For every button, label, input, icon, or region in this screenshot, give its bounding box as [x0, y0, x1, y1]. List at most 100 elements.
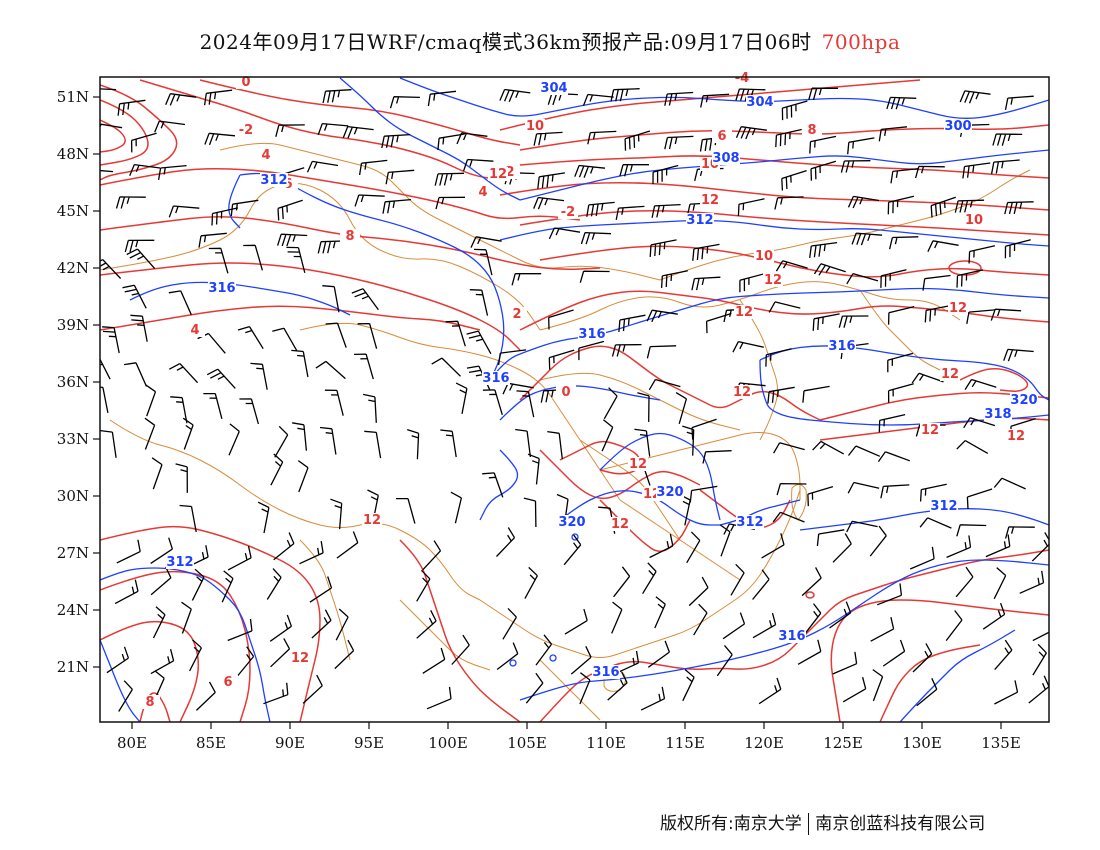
wind-barb: [150, 649, 175, 675]
wind-barb: [317, 122, 349, 136]
temperature-contour-label: -2: [239, 123, 253, 138]
wind-barb: [106, 646, 130, 674]
geopotential-isoline: [100, 639, 141, 722]
wind-barb: [809, 135, 837, 154]
wind-barb: [847, 195, 880, 209]
copyright-owner: 版权所有:南京大学: [660, 814, 802, 834]
temperature-label-bg: [802, 123, 822, 137]
temperature-contour-label: 12: [949, 301, 967, 316]
wind-barb: [548, 227, 581, 240]
wind-barb: [422, 540, 442, 571]
wind-barb: [781, 100, 808, 121]
geopotential-contour-label: 312: [166, 555, 193, 570]
wind-barb: [239, 398, 260, 425]
wind-barb: [435, 196, 466, 210]
lat-tick-label: 36N: [57, 373, 89, 391]
wind-barb: [613, 566, 631, 598]
temperature-isotherm: [519, 209, 1049, 236]
geopotential-isoline: [519, 149, 1049, 201]
wind-barb: [126, 248, 156, 270]
temperature-contour-label: 12: [733, 385, 751, 400]
wind-barb: [227, 545, 252, 571]
wind-barb: [270, 638, 291, 668]
wind-barb: [291, 349, 309, 378]
wind-barb: [168, 205, 200, 218]
geopotential-contour-label: 320: [656, 485, 683, 500]
wind-barb: [966, 309, 995, 325]
wind-barb: [808, 87, 839, 100]
wind-barb: [772, 511, 805, 523]
wind-barb: [263, 682, 289, 705]
lon-tick-label: 135E: [981, 734, 1021, 752]
temperature-isotherm: [539, 245, 1049, 278]
geopotential-contour-label: 316: [828, 339, 855, 354]
wind-barb: [603, 387, 618, 420]
wind-barb: [426, 686, 452, 710]
wind-barb: [117, 99, 146, 116]
wind-barb: [570, 646, 592, 675]
temperature-isotherm: [879, 644, 981, 722]
wind-barb: [682, 425, 695, 456]
wind-barb: [204, 132, 236, 146]
wind-barb: [499, 88, 531, 103]
wind-barb: [705, 312, 732, 334]
wind-barb: [496, 527, 516, 557]
temperature-label-bg: [763, 273, 783, 287]
geopotential-contour-label: 316: [482, 371, 509, 386]
wind-barb: [129, 163, 161, 176]
border-line: [599, 432, 801, 500]
wind-barb: [322, 89, 352, 104]
border-line: [100, 182, 541, 331]
wind-barb: [548, 349, 575, 370]
temperature-isotherm: [519, 290, 1049, 331]
copyright-separator: [807, 813, 810, 835]
wind-barb: [846, 520, 878, 533]
wind-barb: [357, 322, 378, 349]
wind-barb: [416, 610, 437, 639]
wind-barb: [611, 343, 642, 357]
wind-barb: [730, 563, 745, 596]
wind-barb: [610, 88, 640, 102]
wind-barb: [1003, 348, 1034, 362]
wind-barb: [877, 451, 911, 462]
lon-tick-label: 130E: [902, 734, 942, 752]
temperature-contour-label: 12: [735, 305, 753, 320]
temperature-label-bg: [473, 185, 493, 199]
height-label-bg: [578, 327, 606, 341]
temperature-isotherm: [830, 599, 1049, 722]
wind-barb: [888, 236, 919, 250]
wind-barb: [276, 233, 308, 247]
wind-barb: [100, 429, 117, 458]
temperature-label-bg: [218, 675, 238, 689]
border-line: [539, 372, 741, 431]
lat-tick-label: 24N: [57, 601, 89, 619]
wind-barb: [737, 198, 765, 217]
wind-barb: [157, 164, 187, 181]
temperature-closed-contour: [948, 260, 982, 276]
wind-barb: [237, 325, 264, 350]
wind-barb: [832, 533, 852, 563]
wind-barb: [456, 132, 488, 145]
temperature-contour-label: 12: [764, 273, 782, 288]
wind-barb: [523, 497, 537, 528]
wind-barb: [382, 198, 412, 214]
wind-barb: [955, 566, 974, 598]
temperature-isotherm: [100, 570, 251, 722]
wind-barb: [691, 276, 721, 291]
temperature-contour-label: 8: [345, 229, 354, 244]
lon-tick-label: 120E: [744, 734, 784, 752]
wind-barb: [869, 525, 887, 557]
wind-barb: [527, 453, 540, 485]
wind-barb: [842, 677, 867, 703]
wind-barb: [924, 304, 952, 323]
wind-barb: [243, 244, 264, 271]
temperature-isotherm: [959, 368, 1029, 392]
wind-barb: [990, 159, 1020, 175]
wind-barb: [1032, 643, 1047, 676]
wind-barb: [302, 674, 323, 704]
wind-barb: [1004, 95, 1034, 111]
temperature-label-bg: [556, 385, 576, 399]
wind-barb: [832, 651, 858, 675]
wind-barb: [455, 382, 468, 415]
geopotential-isoline: [759, 345, 1049, 401]
